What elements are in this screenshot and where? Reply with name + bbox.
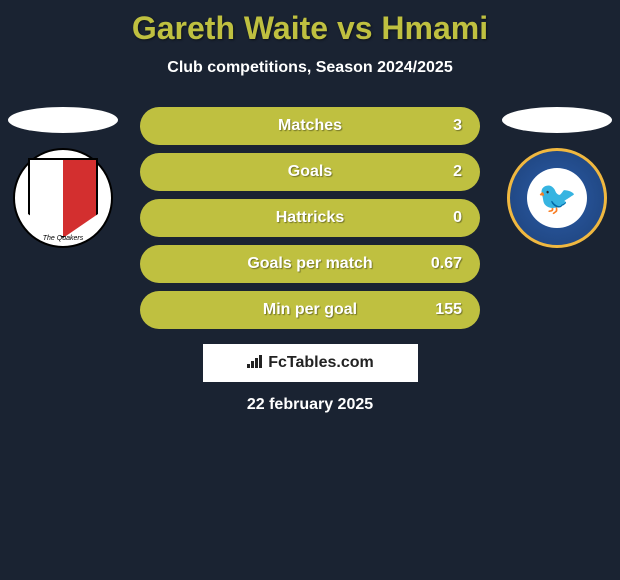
right-team-column: 🐦 (502, 107, 612, 248)
left-ellipse (8, 107, 118, 133)
brand-box: FcTables.com (203, 344, 418, 382)
stat-row: Goals per match 0.67 (140, 245, 480, 283)
date-text: 22 february 2025 (0, 396, 620, 414)
stat-label: Goals per match (158, 255, 462, 273)
chart-icon (246, 355, 264, 372)
stat-right-value: 3 (453, 117, 462, 135)
left-team-column: The Quakers (8, 107, 118, 248)
stat-label: Matches (158, 117, 462, 135)
right-ellipse (502, 107, 612, 133)
stat-right-value: 2 (453, 163, 462, 181)
left-crest-text: The Quakers (15, 235, 111, 242)
content-area: The Quakers 🐦 Matches 3 Goals 2 Hattrick… (0, 107, 620, 414)
brand-text: FcTables.com (268, 354, 374, 372)
stat-right-value: 0.67 (431, 255, 462, 273)
bird-icon: 🐦 (537, 179, 577, 217)
left-crest: The Quakers (13, 148, 113, 248)
subtitle: Club competitions, Season 2024/2025 (0, 59, 620, 77)
right-crest: 🐦 (507, 148, 607, 248)
stat-right-value: 155 (435, 301, 462, 319)
page-title: Gareth Waite vs Hmami (0, 0, 620, 47)
stat-row: Matches 3 (140, 107, 480, 145)
stat-label: Min per goal (158, 301, 462, 319)
stat-row: Hattricks 0 (140, 199, 480, 237)
stats-container: Matches 3 Goals 2 Hattricks 0 Goals per … (140, 107, 480, 329)
stat-row: Min per goal 155 (140, 291, 480, 329)
stat-label: Goals (158, 163, 462, 181)
right-crest-inner: 🐦 (527, 168, 587, 228)
stat-label: Hattricks (158, 209, 462, 227)
stat-right-value: 0 (453, 209, 462, 227)
stat-row: Goals 2 (140, 153, 480, 191)
shield-icon (28, 158, 98, 238)
